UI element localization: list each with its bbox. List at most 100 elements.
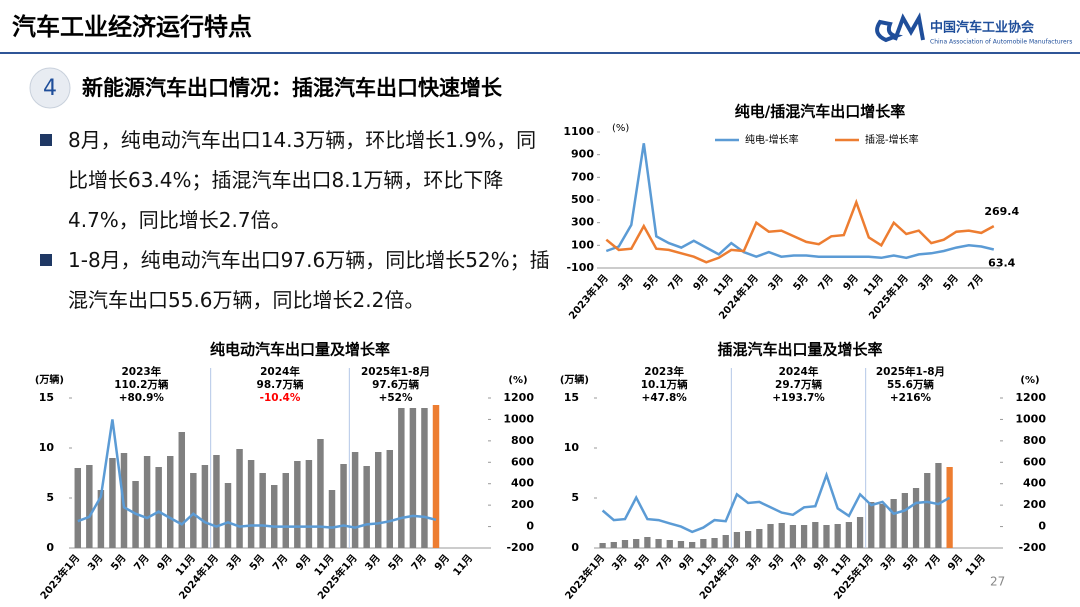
section-badge	[29, 67, 71, 109]
annotation: -10.4%	[260, 392, 301, 404]
bar	[845, 522, 853, 548]
bar	[74, 468, 82, 548]
bullet-text: 8月，纯电动汽车出口14.3万辆，环比增长1.9%，同比增长63.4%；插混汽车…	[68, 128, 537, 232]
line-series	[605, 198, 995, 264]
bar	[143, 456, 151, 548]
bar	[879, 504, 886, 548]
bar	[633, 539, 640, 548]
annotation: +52%	[379, 392, 413, 404]
y-tick-label: 5	[46, 491, 54, 504]
bar	[834, 524, 841, 548]
y-tick-label: 700	[571, 170, 594, 183]
y2-tick-label: 1200	[1015, 391, 1046, 404]
bar	[282, 473, 290, 548]
bar	[767, 524, 774, 548]
bar	[789, 525, 797, 548]
bar	[823, 525, 830, 548]
y2-tick-label: -200	[506, 541, 534, 554]
y-tick-label: 1100	[563, 125, 594, 138]
annotation: 2024年	[779, 365, 819, 378]
annotation: +47.8%	[642, 392, 688, 404]
bar	[856, 517, 864, 548]
bar	[421, 408, 428, 548]
bullet-item: 1-8月，纯电动汽车出口97.6万辆，同比增长52%；插混汽车出口55.6万辆，…	[38, 240, 553, 320]
annotation: 29.7万辆	[775, 378, 822, 391]
bar	[363, 466, 370, 548]
y2-tick-label: 400	[1023, 477, 1046, 490]
bar	[247, 460, 255, 548]
y2-tick-label: 1000	[1015, 412, 1046, 425]
bar	[351, 452, 359, 548]
data-label: 269.4	[984, 205, 1019, 218]
y2-tick-label: 800	[511, 434, 534, 447]
bar	[213, 455, 220, 548]
annotation: 10.1万辆	[641, 378, 688, 391]
y-unit: (%)	[612, 123, 629, 134]
bullet-text: 1-8月，纯电动汽车出口97.6万辆，同比增长52%；插混汽车出口55.6万辆，…	[68, 248, 550, 312]
bar	[946, 467, 953, 548]
y-tick-label: 500	[571, 193, 594, 206]
bar	[259, 473, 266, 548]
bullet-list: 8月，纯电动汽车出口14.3万辆，环比增长1.9%，同比增长63.4%；插混汽车…	[38, 120, 553, 320]
y-unit: (万辆)	[35, 373, 64, 386]
bar	[644, 537, 651, 548]
bar	[901, 493, 908, 548]
bar	[155, 467, 162, 548]
y2-tick-label: 200	[511, 498, 534, 511]
y2-tick-label: 600	[511, 455, 534, 468]
bar	[756, 529, 763, 548]
annotation: +216%	[890, 392, 932, 404]
bar	[666, 540, 673, 548]
annotation: 2025年1-8月	[876, 365, 945, 378]
y2-unit: (%)	[508, 375, 527, 386]
annotation: 2024年	[260, 365, 300, 378]
bar	[224, 483, 232, 548]
bullet-marker	[40, 254, 52, 266]
bar	[317, 439, 324, 548]
bar	[305, 460, 313, 548]
bullet-item: 8月，纯电动汽车出口14.3万辆，环比增长1.9%，同比增长63.4%；插混汽车…	[38, 120, 553, 240]
bar	[890, 499, 897, 548]
legend-label: 插混-增长率	[865, 133, 919, 146]
y-tick-label: 15	[39, 391, 54, 404]
annotation: 97.6万辆	[372, 378, 419, 391]
bar	[924, 473, 931, 548]
y2-tick-label: 400	[511, 477, 534, 490]
legend-label: 纯电-增长率	[745, 133, 799, 146]
bar	[733, 532, 741, 548]
bar	[409, 408, 417, 548]
bar	[610, 542, 617, 548]
section-heading: 新能源汽车出口情况：插混汽车出口快速增长	[82, 76, 503, 100]
bar	[432, 405, 440, 548]
y-unit: (万辆)	[560, 373, 589, 386]
y2-tick-label: 1000	[503, 412, 534, 425]
line-series	[605, 143, 995, 260]
bullet-marker	[40, 134, 52, 146]
bar	[711, 538, 718, 548]
y-tick-label: 0	[571, 541, 579, 554]
y-tick-label: 900	[571, 148, 594, 161]
bar	[270, 485, 278, 548]
bar	[328, 490, 336, 548]
chart-title: 纯电动汽车出口量及增长率	[210, 341, 390, 359]
bar	[677, 541, 685, 548]
logo-mark	[875, 12, 925, 43]
page-title: 汽车工业经济运行特点	[12, 13, 252, 41]
y-tick-label: 10	[39, 441, 55, 454]
bar	[166, 456, 174, 548]
y-tick-label: 5	[571, 491, 579, 504]
y2-tick-label: 200	[1023, 498, 1046, 511]
bar	[97, 490, 105, 548]
y2-unit: (%)	[1020, 375, 1039, 386]
y-tick-label: 300	[571, 216, 594, 229]
section-number: 4	[43, 76, 57, 101]
annotation: +80.9%	[119, 392, 165, 404]
line-series	[601, 471, 951, 534]
y-tick-label: 15	[564, 391, 579, 404]
bar	[655, 539, 662, 548]
annotation: 2023年	[121, 365, 161, 378]
y2-tick-label: 0	[526, 520, 534, 533]
bar	[599, 543, 606, 548]
annotation: 55.6万辆	[887, 378, 934, 391]
